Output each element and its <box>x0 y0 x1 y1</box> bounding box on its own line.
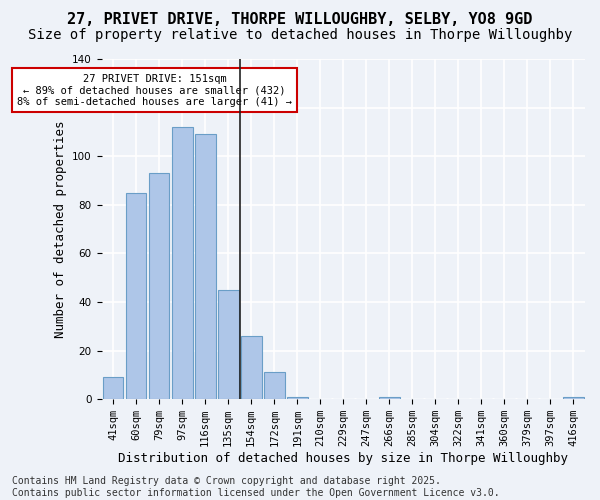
Text: 27 PRIVET DRIVE: 151sqm
← 89% of detached houses are smaller (432)
8% of semi-de: 27 PRIVET DRIVE: 151sqm ← 89% of detache… <box>17 74 292 107</box>
Bar <box>563 397 584 399</box>
Bar <box>103 378 124 399</box>
X-axis label: Distribution of detached houses by size in Thorpe Willoughby: Distribution of detached houses by size … <box>118 452 568 465</box>
Bar <box>379 397 400 399</box>
Bar <box>218 290 239 399</box>
Bar <box>241 336 262 399</box>
Bar <box>195 134 215 399</box>
Bar <box>149 173 169 399</box>
Text: Contains HM Land Registry data © Crown copyright and database right 2025.
Contai: Contains HM Land Registry data © Crown c… <box>12 476 500 498</box>
Text: 27, PRIVET DRIVE, THORPE WILLOUGHBY, SELBY, YO8 9GD: 27, PRIVET DRIVE, THORPE WILLOUGHBY, SEL… <box>67 12 533 28</box>
Bar <box>126 192 146 399</box>
Bar <box>287 397 308 399</box>
Bar <box>172 127 193 399</box>
Bar <box>264 372 284 399</box>
Y-axis label: Number of detached properties: Number of detached properties <box>53 120 67 338</box>
Text: Size of property relative to detached houses in Thorpe Willoughby: Size of property relative to detached ho… <box>28 28 572 42</box>
